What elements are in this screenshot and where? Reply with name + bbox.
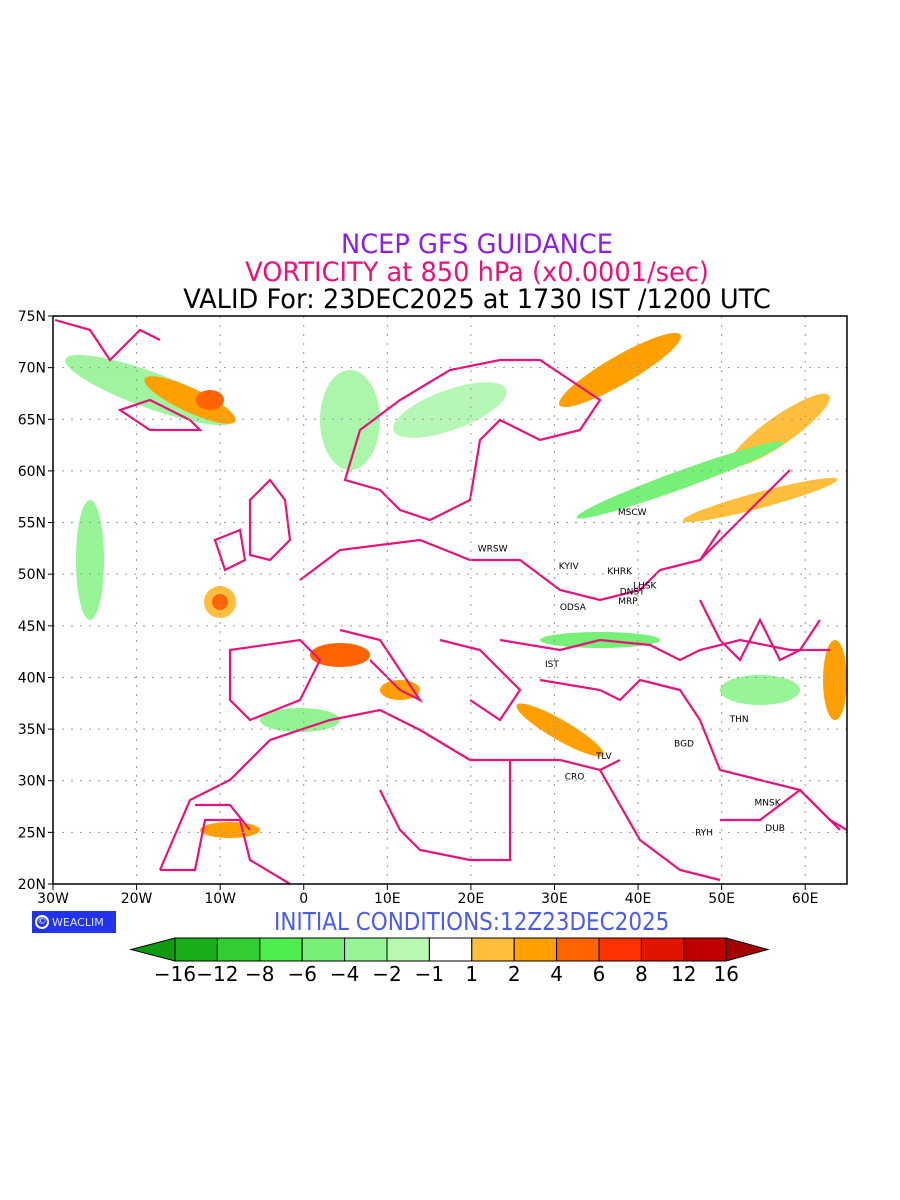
colorbar-label: −4 xyxy=(330,962,359,986)
y-tick-label: 65N xyxy=(18,412,46,428)
x-tick-label: 40E xyxy=(625,891,652,907)
title-line-2: VORTICITY at 850 hPa (x0.0001/sec) xyxy=(245,257,709,288)
city-label: TLV xyxy=(595,752,613,762)
city-label: KHRK xyxy=(607,567,633,577)
x-tick-label: 30E xyxy=(541,891,568,907)
colorbar-label: −6 xyxy=(287,962,316,986)
y-tick-label: 50N xyxy=(18,567,46,583)
y-tick-label: 40N xyxy=(18,670,46,686)
x-tick-label: 60E xyxy=(792,891,819,907)
x-tick-label: 50E xyxy=(708,891,735,907)
x-tick-label: 10E xyxy=(374,891,401,907)
colorbar-label: 12 xyxy=(671,962,696,986)
colorbar-swatch xyxy=(259,937,303,962)
map-frame xyxy=(52,315,848,885)
colorbar-label: −16 xyxy=(154,962,196,986)
y-tick-label: 20N xyxy=(18,877,46,893)
colorbar-swatch xyxy=(301,937,346,962)
colorbar-label: −1 xyxy=(415,962,444,986)
copyright-icon: © xyxy=(35,915,49,929)
city-label: MRP xyxy=(618,597,638,607)
city-label: MSCW xyxy=(618,508,647,518)
title-line-3: VALID For: 23DEC2025 at 1730 IST /1200 U… xyxy=(183,284,771,315)
colorbar-label: −8 xyxy=(245,962,274,986)
colorbar-swatch xyxy=(386,937,430,962)
coastlines-and-borders xyxy=(54,318,847,884)
x-tick-label: 20W xyxy=(121,891,153,907)
x-tick-label: 20E xyxy=(458,891,485,907)
city-label: LHSK xyxy=(633,582,657,592)
y-tick-label: 35N xyxy=(18,722,46,738)
weaclim-logo: © WEACLIM xyxy=(32,911,116,933)
colorbar-label: −2 xyxy=(372,962,401,986)
colorbar-swatch xyxy=(683,937,727,962)
y-tick-label: 30N xyxy=(18,774,46,790)
colorbar-swatch xyxy=(344,937,388,962)
colorbar-label: 4 xyxy=(550,962,563,986)
city-label: KYIV xyxy=(559,562,580,572)
city-label: MNSK xyxy=(755,798,782,808)
colorbar-label: −12 xyxy=(196,962,238,986)
city-label: DNST xyxy=(620,588,645,598)
y-tick-label: 60N xyxy=(18,464,46,480)
y-tick-label: 45N xyxy=(18,619,46,635)
colorbar-swatch xyxy=(471,937,515,962)
city-label: THN xyxy=(729,715,749,725)
x-tick-label: 30W xyxy=(37,891,69,907)
y-tick-label: 25N xyxy=(18,825,46,841)
graticule xyxy=(53,316,847,884)
colorbar-swatch xyxy=(556,937,600,962)
city-label: RYH xyxy=(695,828,713,838)
city-label: ODSA xyxy=(560,603,587,613)
city-label: CRO xyxy=(565,773,585,783)
city-label: WRSW xyxy=(478,544,508,554)
city-label: DUB xyxy=(765,824,785,834)
logo-text: WEACLIM xyxy=(52,915,104,929)
vorticity-field xyxy=(65,332,847,838)
colorbar-label: 2 xyxy=(508,962,521,986)
initial-conditions: INITIAL CONDITIONS:12Z23DEC2025 xyxy=(274,907,670,936)
colorbar-swatch xyxy=(216,937,261,962)
colorbar-high-arrow xyxy=(725,937,770,962)
colorbar-swatch xyxy=(428,937,473,962)
x-tick-label: 10W xyxy=(204,891,236,907)
colorbar-low-arrow xyxy=(129,937,176,962)
colorbar: −16 −12 −8 −6 −4 −2 −1 1 2 4 6 8 12 16 xyxy=(129,937,770,986)
colorbar-swatch xyxy=(598,937,642,962)
y-tick-label: 70N xyxy=(18,361,46,377)
x-tick-label: 0 xyxy=(299,891,308,907)
y-tick-label: 55N xyxy=(18,516,46,532)
colorbar-swatch xyxy=(640,937,685,962)
city-label: BGD xyxy=(674,740,694,750)
y-tick-label: 75N xyxy=(18,309,46,325)
title-line-1: NCEP GFS GUIDANCE xyxy=(341,229,613,260)
colorbar-swatch xyxy=(174,937,218,962)
colorbar-label: 6 xyxy=(593,962,606,986)
colorbar-swatch xyxy=(513,937,558,962)
colorbar-label: 1 xyxy=(465,962,478,986)
colorbar-label: 8 xyxy=(635,962,648,986)
colorbar-label: 16 xyxy=(713,962,738,986)
city-label: IST xyxy=(545,660,559,670)
